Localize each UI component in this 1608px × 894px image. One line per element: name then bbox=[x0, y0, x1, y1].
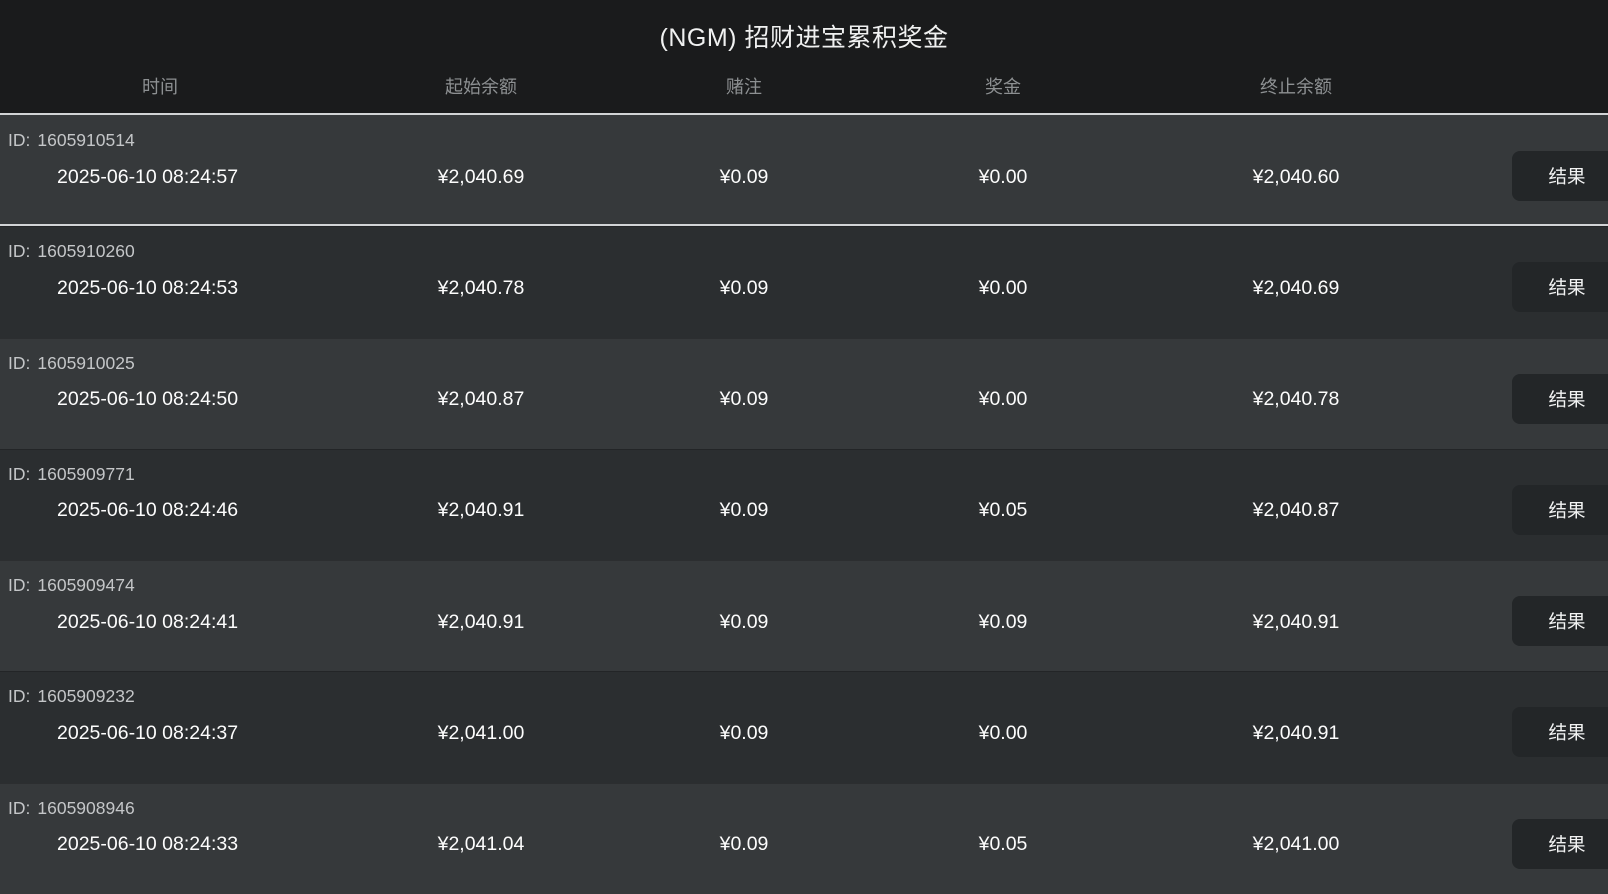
row-end-balance: ¥2,040.91 bbox=[1252, 721, 1340, 744]
row-id-value: 1605910260 bbox=[37, 241, 135, 262]
row-start-balance: ¥2,040.91 bbox=[437, 499, 525, 522]
column-header-time: 时间 bbox=[142, 76, 178, 97]
row-time: 2025-06-10 08:24:53 bbox=[57, 276, 239, 299]
records-list: ID: 1605910514 2025-06-10 08:24:57 ¥2,04… bbox=[0, 115, 1608, 894]
row-bet: ¥0.09 bbox=[719, 499, 769, 522]
column-header-start-balance: 起始余额 bbox=[445, 76, 517, 97]
row-prize: ¥0.00 bbox=[978, 388, 1028, 411]
row-prize: ¥0.05 bbox=[978, 833, 1028, 856]
row-id-value: 1605910025 bbox=[37, 352, 135, 373]
row-start-balance: ¥2,040.69 bbox=[437, 165, 525, 188]
row-id-line: ID: 1605908946 bbox=[0, 796, 1608, 820]
result-button[interactable]: 结果 bbox=[1512, 484, 1608, 535]
row-prize: ¥0.09 bbox=[978, 610, 1028, 633]
row-values: 2025-06-10 08:24:33 ¥2,041.04 ¥0.09 ¥0.0… bbox=[0, 832, 1608, 858]
row-prize: ¥0.00 bbox=[978, 276, 1028, 299]
row-id-value: 1605909474 bbox=[37, 575, 135, 596]
row-bet: ¥0.09 bbox=[719, 610, 769, 633]
row-id-label: ID: bbox=[8, 130, 31, 150]
result-button[interactable]: 结果 bbox=[1512, 596, 1608, 647]
row-time: 2025-06-10 08:24:37 bbox=[57, 721, 239, 744]
row-end-balance: ¥2,040.91 bbox=[1252, 610, 1340, 633]
table-row: ID: 1605910260 2025-06-10 08:24:53 ¥2,04… bbox=[0, 226, 1608, 338]
row-prize: ¥0.05 bbox=[978, 499, 1028, 522]
row-end-balance: ¥2,040.87 bbox=[1252, 499, 1340, 522]
row-time: 2025-06-10 08:24:46 bbox=[57, 499, 239, 522]
row-values: 2025-06-10 08:24:37 ¥2,041.00 ¥0.09 ¥0.0… bbox=[0, 720, 1608, 746]
row-bet: ¥0.09 bbox=[719, 165, 769, 188]
row-start-balance: ¥2,040.87 bbox=[437, 388, 525, 411]
row-start-balance: ¥2,041.04 bbox=[437, 833, 525, 856]
table-row: ID: 1605910514 2025-06-10 08:24:57 ¥2,04… bbox=[0, 115, 1608, 227]
row-id-line: ID: 1605910514 bbox=[0, 128, 1608, 152]
row-time: 2025-06-10 08:24:57 bbox=[57, 165, 239, 188]
column-header-prize: 奖金 bbox=[985, 76, 1021, 97]
row-values: 2025-06-10 08:24:46 ¥2,040.91 ¥0.09 ¥0.0… bbox=[0, 498, 1608, 524]
table-row: ID: 1605910025 2025-06-10 08:24:50 ¥2,04… bbox=[0, 337, 1608, 449]
row-id-line: ID: 1605909771 bbox=[0, 462, 1608, 486]
table-row: ID: 1605908946 2025-06-10 08:24:33 ¥2,04… bbox=[0, 782, 1608, 894]
row-values: 2025-06-10 08:24:57 ¥2,040.69 ¥0.09 ¥0.0… bbox=[0, 164, 1608, 190]
result-button[interactable]: 结果 bbox=[1512, 818, 1608, 869]
result-button[interactable]: 结果 bbox=[1512, 262, 1608, 313]
column-header-row: 时间 起始余额 赌注 奖金 终止余额 bbox=[0, 58, 1608, 113]
row-end-balance: ¥2,040.69 bbox=[1252, 276, 1340, 299]
row-bet: ¥0.09 bbox=[719, 833, 769, 856]
row-start-balance: ¥2,040.91 bbox=[437, 610, 525, 633]
row-id-line: ID: 1605910260 bbox=[0, 239, 1608, 263]
result-button[interactable]: 结果 bbox=[1512, 373, 1608, 424]
row-id-value: 1605910514 bbox=[37, 130, 135, 150]
column-header-bet: 赌注 bbox=[726, 76, 762, 97]
row-id-label: ID: bbox=[8, 241, 31, 262]
row-id-label: ID: bbox=[8, 797, 31, 818]
result-button[interactable]: 结果 bbox=[1512, 151, 1608, 201]
table-row: ID: 1605909474 2025-06-10 08:24:41 ¥2,04… bbox=[0, 560, 1608, 672]
row-id-label: ID: bbox=[8, 575, 31, 596]
row-prize: ¥0.00 bbox=[978, 721, 1028, 744]
row-end-balance: ¥2,040.60 bbox=[1252, 165, 1340, 188]
row-time: 2025-06-10 08:24:33 bbox=[57, 833, 239, 856]
row-id-value: 1605909232 bbox=[37, 686, 135, 707]
table-row: ID: 1605909232 2025-06-10 08:24:37 ¥2,04… bbox=[0, 671, 1608, 783]
row-start-balance: ¥2,040.78 bbox=[437, 276, 525, 299]
row-id-line: ID: 1605909474 bbox=[0, 573, 1608, 597]
row-values: 2025-06-10 08:24:41 ¥2,040.91 ¥0.09 ¥0.0… bbox=[0, 609, 1608, 635]
row-bet: ¥0.09 bbox=[719, 276, 769, 299]
row-time: 2025-06-10 08:24:50 bbox=[57, 388, 239, 411]
header-divider bbox=[0, 113, 1608, 115]
column-header-end-balance: 终止余额 bbox=[1260, 76, 1332, 97]
table-row: ID: 1605909771 2025-06-10 08:24:46 ¥2,04… bbox=[0, 448, 1608, 561]
row-end-balance: ¥2,040.78 bbox=[1252, 388, 1340, 411]
row-id-value: 1605908946 bbox=[37, 797, 135, 818]
row-bet: ¥0.09 bbox=[719, 721, 769, 744]
row-id-label: ID: bbox=[8, 463, 31, 484]
row-values: 2025-06-10 08:24:53 ¥2,040.78 ¥0.09 ¥0.0… bbox=[0, 275, 1608, 301]
row-values: 2025-06-10 08:24:50 ¥2,040.87 ¥0.09 ¥0.0… bbox=[0, 387, 1608, 413]
row-id-label: ID: bbox=[8, 352, 31, 373]
result-button[interactable]: 结果 bbox=[1512, 707, 1608, 758]
row-id-line: ID: 1605910025 bbox=[0, 351, 1608, 375]
row-id-label: ID: bbox=[8, 686, 31, 707]
page-header: (NGM) 招财进宝累积奖金 时间 起始余额 赌注 奖金 终止余额 bbox=[0, 0, 1608, 113]
row-start-balance: ¥2,041.00 bbox=[437, 721, 525, 744]
row-end-balance: ¥2,041.00 bbox=[1252, 833, 1340, 856]
row-id-line: ID: 1605909232 bbox=[0, 684, 1608, 708]
row-time: 2025-06-10 08:24:41 bbox=[57, 610, 239, 633]
row-prize: ¥0.00 bbox=[978, 165, 1028, 188]
page-title: (NGM) 招财进宝累积奖金 bbox=[659, 24, 949, 52]
row-bet: ¥0.09 bbox=[719, 388, 769, 411]
row-id-value: 1605909771 bbox=[37, 463, 135, 484]
